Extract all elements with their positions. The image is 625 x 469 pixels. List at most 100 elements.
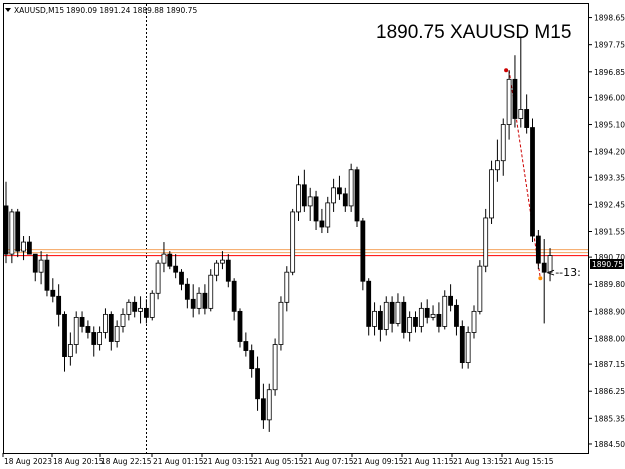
y-tick-label: 1892.45 xyxy=(594,200,625,209)
symbol-label: XAUUSD,M15 xyxy=(14,6,64,15)
x-tick-label: 21 Aug 01:15 xyxy=(153,457,204,466)
y-tick-label: 1884.50 xyxy=(594,440,625,449)
candle-body xyxy=(524,109,530,128)
y-tick-label: 1894.20 xyxy=(594,148,625,157)
candle-body xyxy=(331,187,337,204)
y-tick-label: 1895.10 xyxy=(594,121,625,130)
candle-body xyxy=(307,196,313,207)
candle-body xyxy=(208,274,214,309)
candle-body xyxy=(214,262,220,276)
candle-body xyxy=(231,280,237,312)
candle xyxy=(313,190,319,231)
candle xyxy=(307,187,313,221)
candle xyxy=(225,254,231,288)
candle-body xyxy=(489,169,494,219)
candle xyxy=(3,181,9,264)
candle xyxy=(383,296,389,336)
candle xyxy=(342,187,348,212)
candle-body xyxy=(255,368,260,400)
candle xyxy=(184,278,190,309)
candle-body xyxy=(389,301,395,324)
candle xyxy=(424,299,430,324)
candle xyxy=(360,217,366,291)
x-tick-label: 21 Aug 07:15 xyxy=(303,457,354,466)
candle-body xyxy=(313,196,319,222)
candle-body xyxy=(202,292,208,309)
candle-body xyxy=(73,316,79,345)
candle xyxy=(301,169,307,212)
candle xyxy=(220,251,225,270)
candle xyxy=(138,296,143,324)
candle-body xyxy=(541,262,547,273)
candle xyxy=(62,311,67,372)
candle xyxy=(255,356,260,411)
candle xyxy=(9,208,15,264)
candle xyxy=(471,305,477,339)
candle-body xyxy=(9,211,15,255)
trend-start-marker[interactable] xyxy=(504,68,509,73)
candle xyxy=(73,311,79,354)
candle xyxy=(494,139,500,182)
candle xyxy=(395,293,401,327)
candle xyxy=(541,239,547,324)
y-tick-label: 1888.90 xyxy=(594,307,625,316)
candle-body xyxy=(108,313,114,342)
candle xyxy=(372,302,377,336)
arrow-label: <--13: xyxy=(546,266,581,279)
candle-body xyxy=(120,313,126,327)
x-tick-label: 18 Aug 20:15 xyxy=(53,457,104,466)
candle xyxy=(278,296,284,351)
candle-body xyxy=(494,160,500,171)
candle-body xyxy=(260,398,266,421)
candle xyxy=(506,70,512,140)
candle-body xyxy=(401,301,407,333)
candle-body xyxy=(477,265,483,312)
candle-body xyxy=(471,310,477,333)
y-tick-label: 1886.25 xyxy=(594,387,625,396)
candle-body xyxy=(179,271,184,285)
candle xyxy=(44,254,50,297)
candle-body xyxy=(190,298,196,309)
candle-body xyxy=(173,265,179,273)
candle xyxy=(389,296,395,333)
candle xyxy=(448,284,454,312)
candle-body xyxy=(337,187,342,195)
candle xyxy=(477,260,483,315)
candle-body xyxy=(377,310,383,330)
candle-body xyxy=(424,307,430,318)
candle xyxy=(418,302,424,333)
candle-body xyxy=(354,169,360,222)
candle xyxy=(32,253,38,282)
trend-end-marker[interactable] xyxy=(538,276,543,281)
candle-body xyxy=(249,350,255,370)
candle-body xyxy=(44,259,50,291)
candle-body xyxy=(126,301,132,315)
candle-body xyxy=(413,316,418,327)
candle-body xyxy=(32,253,38,273)
candle-body xyxy=(62,313,67,357)
candle-body xyxy=(50,289,56,297)
candle xyxy=(79,311,85,333)
candle xyxy=(196,287,202,315)
x-tick-label: 21 Aug 03:15 xyxy=(203,457,254,466)
candle-body xyxy=(512,78,518,119)
candle-body xyxy=(483,217,489,267)
candle xyxy=(208,269,214,312)
candle xyxy=(173,254,179,279)
triangle-menu-icon[interactable] xyxy=(5,8,11,12)
candle-body xyxy=(155,262,161,294)
candle xyxy=(377,305,383,342)
y-tick-label: 1888.00 xyxy=(594,334,625,343)
current-price-value: 1890.75 xyxy=(592,260,623,269)
candle xyxy=(85,320,91,339)
candle-body xyxy=(56,295,62,315)
candle-body xyxy=(278,301,284,345)
x-tick-label: 18 Aug 2023 xyxy=(4,457,52,466)
candle xyxy=(161,242,167,273)
candle xyxy=(483,208,489,273)
candle-body xyxy=(436,313,442,327)
candle-body xyxy=(395,301,401,324)
candle xyxy=(56,284,62,327)
candle-body xyxy=(465,332,471,363)
